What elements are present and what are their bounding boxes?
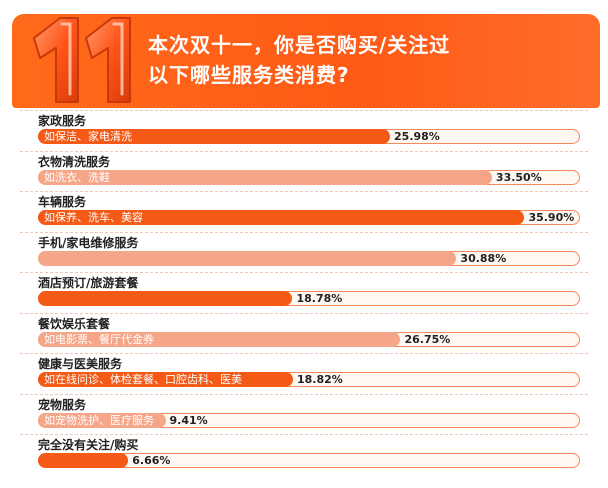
data-label: 6.66% bbox=[132, 454, 171, 467]
category-label: 衣物清洗服务 bbox=[38, 154, 111, 169]
bar bbox=[38, 129, 391, 144]
bar bbox=[38, 453, 129, 468]
data-label: 26.75% bbox=[404, 332, 451, 346]
bar bbox=[38, 412, 166, 428]
category-label: 餐饮娱乐套餐 bbox=[38, 316, 111, 331]
bar bbox=[38, 291, 293, 306]
bar bbox=[38, 331, 401, 347]
data-label: 18.82% bbox=[297, 373, 343, 386]
bar bbox=[38, 372, 293, 387]
bar bbox=[38, 250, 457, 266]
bar-sublabel: 如保养、洗车、美容 bbox=[44, 211, 143, 224]
bar-sublabel: 如宠物洗护、医疗服务 bbox=[44, 413, 154, 427]
row-divider bbox=[20, 353, 588, 354]
category-label: 手机/家电维修服务 bbox=[38, 235, 139, 250]
data-label: 9.41% bbox=[169, 413, 208, 427]
title-line-1: 本次双十一，你是否购买/关注过 bbox=[148, 33, 451, 57]
bar bbox=[38, 169, 492, 185]
eleven-balloon-logo bbox=[33, 17, 131, 103]
row-divider bbox=[20, 231, 588, 233]
row-divider bbox=[20, 191, 588, 192]
bar-sublabel: 如洗衣、洗鞋 bbox=[44, 170, 110, 184]
category-label: 健康与医美服务 bbox=[38, 357, 123, 371]
data-label: 33.50% bbox=[495, 170, 542, 184]
data-label: 35.90% bbox=[528, 211, 575, 224]
data-label: 25.98% bbox=[394, 130, 440, 143]
row-divider bbox=[20, 110, 588, 111]
data-label: 30.88% bbox=[460, 251, 507, 265]
bar-sublabel: 如在线问诊、体检套餐、口腔齿科、医美 bbox=[44, 373, 242, 386]
category-label: 酒店预订/旅游套餐 bbox=[38, 276, 139, 290]
bar bbox=[38, 210, 525, 225]
row-divider bbox=[20, 312, 588, 314]
row-divider bbox=[20, 150, 588, 152]
row-divider bbox=[20, 393, 588, 395]
data-label: 18.78% bbox=[296, 292, 343, 305]
category-label: 宠物服务 bbox=[38, 397, 87, 412]
bar-sublabel: 如电影票、餐厅代金券 bbox=[44, 332, 154, 346]
category-label: 完全没有关注/购买 bbox=[38, 438, 139, 452]
page-title: 本次双十一，你是否购买/关注过 以下哪些服务类消费? bbox=[148, 30, 588, 90]
bar-sublabel: 如保洁、家电清洗 bbox=[44, 130, 132, 143]
row-divider bbox=[20, 272, 588, 273]
category-label: 家政服务 bbox=[38, 114, 87, 128]
row-divider bbox=[20, 434, 588, 435]
title-line-2: 以下哪些服务类消费? bbox=[148, 63, 350, 87]
category-label: 车辆服务 bbox=[38, 195, 87, 209]
